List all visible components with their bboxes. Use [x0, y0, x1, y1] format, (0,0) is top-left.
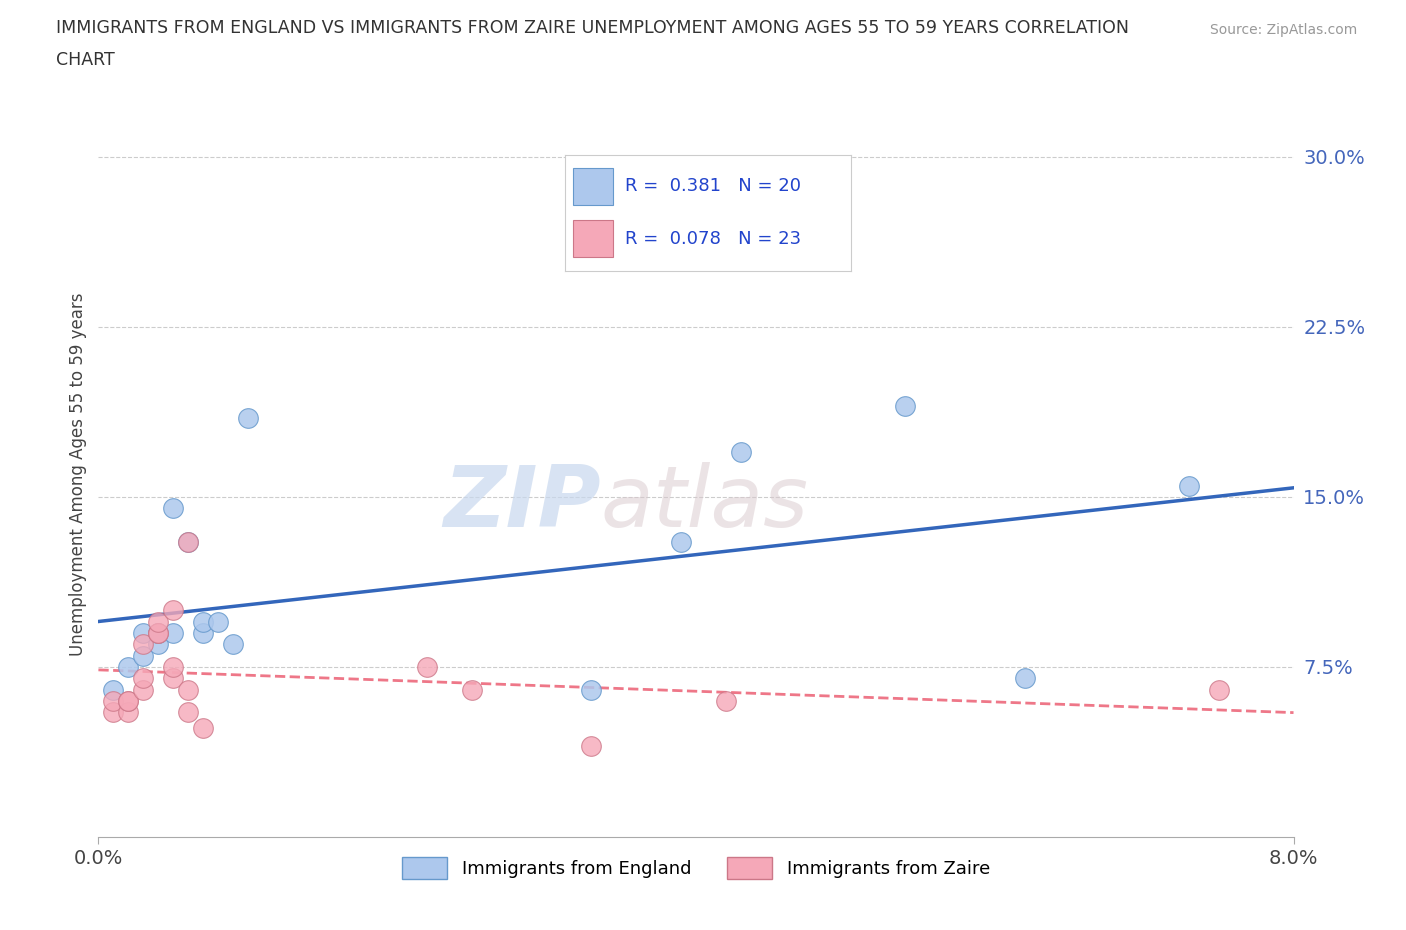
Point: [162, 501, 184, 516]
Point: [581, 738, 603, 753]
Legend: Immigrants from England, Immigrants from Zaire: Immigrants from England, Immigrants from…: [395, 849, 997, 886]
Point: [117, 705, 139, 720]
Point: [207, 614, 229, 629]
Point: [461, 683, 484, 698]
Point: [148, 614, 170, 629]
Point: [162, 626, 184, 641]
Point: [236, 410, 259, 425]
Point: [132, 671, 155, 685]
Point: [132, 683, 155, 698]
Point: [132, 626, 155, 641]
Point: [177, 683, 200, 698]
Point: [117, 659, 139, 674]
Point: [416, 659, 439, 674]
Point: [1208, 683, 1230, 698]
Point: [1014, 671, 1036, 685]
Point: [177, 535, 200, 550]
Point: [177, 705, 200, 720]
Point: [191, 614, 214, 629]
Point: [162, 603, 184, 618]
Y-axis label: Unemployment Among Ages 55 to 59 years: Unemployment Among Ages 55 to 59 years: [69, 293, 87, 656]
Point: [177, 535, 200, 550]
Text: CHART: CHART: [56, 51, 115, 69]
Text: ZIP: ZIP: [443, 462, 600, 545]
Point: [730, 445, 752, 459]
Point: [581, 683, 603, 698]
Text: IMMIGRANTS FROM ENGLAND VS IMMIGRANTS FROM ZAIRE UNEMPLOYMENT AMONG AGES 55 TO 5: IMMIGRANTS FROM ENGLAND VS IMMIGRANTS FR…: [56, 19, 1129, 36]
Point: [191, 626, 214, 641]
Text: atlas: atlas: [600, 462, 808, 545]
Point: [103, 705, 125, 720]
Point: [669, 535, 692, 550]
Point: [103, 683, 125, 698]
Text: Source: ZipAtlas.com: Source: ZipAtlas.com: [1209, 23, 1357, 37]
Point: [132, 637, 155, 652]
Point: [148, 637, 170, 652]
Point: [148, 626, 170, 641]
Point: [162, 659, 184, 674]
Point: [103, 694, 125, 709]
Point: [162, 671, 184, 685]
Point: [148, 626, 170, 641]
Point: [117, 694, 139, 709]
Point: [191, 721, 214, 736]
Point: [117, 694, 139, 709]
Point: [1178, 478, 1201, 493]
Point: [222, 637, 245, 652]
Point: [714, 694, 737, 709]
Point: [894, 399, 917, 414]
Point: [148, 626, 170, 641]
Point: [132, 648, 155, 663]
